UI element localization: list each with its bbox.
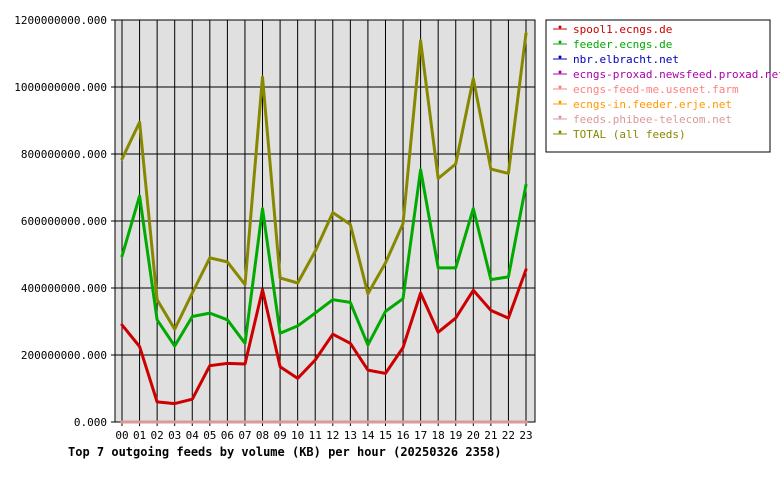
x-tick-label: 05 bbox=[203, 429, 216, 442]
x-tick-label: 20 bbox=[467, 429, 480, 442]
x-tick-label: 12 bbox=[326, 429, 339, 442]
legend-marker bbox=[558, 55, 562, 59]
y-tick-label: 200000000.000 bbox=[21, 349, 107, 362]
x-tick-label: 11 bbox=[309, 429, 322, 442]
y-tick-label: 0.000 bbox=[74, 416, 107, 429]
legend-marker bbox=[558, 70, 562, 74]
y-tick-label: 1200000000.000 bbox=[14, 14, 107, 27]
legend-label: feeder.ecngs.de bbox=[573, 38, 672, 51]
legend-marker bbox=[558, 40, 562, 44]
legend-marker bbox=[558, 130, 562, 134]
legend-marker bbox=[558, 25, 562, 29]
x-axis-ticks: 00 01 02 03 04 05 06 07 08 09 10 11 12 13 14 15 16 17 18 19… bbox=[115, 422, 533, 442]
legend-label: spool1.ecngs.de bbox=[573, 23, 672, 36]
chart-title: Top 7 outgoing feeds by volume (KB) per … bbox=[68, 445, 501, 459]
x-tick-label: 15 bbox=[379, 429, 392, 442]
legend-marker bbox=[558, 115, 562, 119]
y-tick-label: 400000000.000 bbox=[21, 282, 107, 295]
series-line bbox=[120, 31, 528, 331]
x-tick-label: 16 bbox=[396, 429, 409, 442]
legend-label: ecngs-in.feeder.erje.net bbox=[573, 98, 732, 111]
x-tick-label: 04 bbox=[186, 429, 200, 442]
x-tick-label: 00 bbox=[115, 429, 128, 442]
x-tick-label: 02 bbox=[151, 429, 164, 442]
legend-box bbox=[545, 19, 771, 153]
legend-marker bbox=[558, 85, 562, 89]
y-tick-label: 800000000.000 bbox=[21, 148, 107, 161]
x-tick-label: 21 bbox=[484, 429, 497, 442]
x-tick-label: 17 bbox=[414, 429, 427, 442]
series-line bbox=[120, 268, 528, 406]
x-tick-label: 14 bbox=[361, 429, 375, 442]
x-tick-label: 19 bbox=[449, 429, 462, 442]
y-axis-ticks: 0.000 200000000.000 400000000.000 600000000… bbox=[14, 14, 115, 429]
x-tick-label: 07 bbox=[238, 429, 251, 442]
x-tick-label: 08 bbox=[256, 429, 269, 442]
legend: spool1.ecngs.de feeder.ecngs.de nbr.elbrac… bbox=[545, 19, 780, 153]
legend-label: nbr.elbracht.net bbox=[573, 53, 679, 66]
y-tick-label: 600000000.000 bbox=[21, 215, 107, 228]
x-tick-label: 09 bbox=[273, 429, 286, 442]
legend-label: ecngs-proxad.newsfeed.proxad.net bbox=[573, 68, 780, 81]
legend-label: TOTAL (all feeds) bbox=[573, 128, 686, 141]
legend-marker bbox=[558, 100, 562, 104]
x-tick-label: 01 bbox=[133, 429, 146, 442]
series-line bbox=[120, 168, 528, 348]
x-tick-label: 06 bbox=[221, 429, 234, 442]
x-tick-label: 13 bbox=[344, 429, 357, 442]
x-tick-label: 22 bbox=[502, 429, 515, 442]
x-tick-label: 23 bbox=[519, 429, 532, 442]
legend-label: feeds.phibee-telecom.net bbox=[573, 113, 732, 126]
series-lines bbox=[120, 31, 528, 424]
legend-label: ecngs-feed-me.usenet.farm bbox=[573, 83, 739, 96]
y-tick-label: 1000000000.000 bbox=[14, 81, 107, 94]
x-tick-label: 03 bbox=[168, 429, 181, 442]
x-tick-label: 18 bbox=[432, 429, 445, 442]
x-tick-label: 10 bbox=[291, 429, 304, 442]
